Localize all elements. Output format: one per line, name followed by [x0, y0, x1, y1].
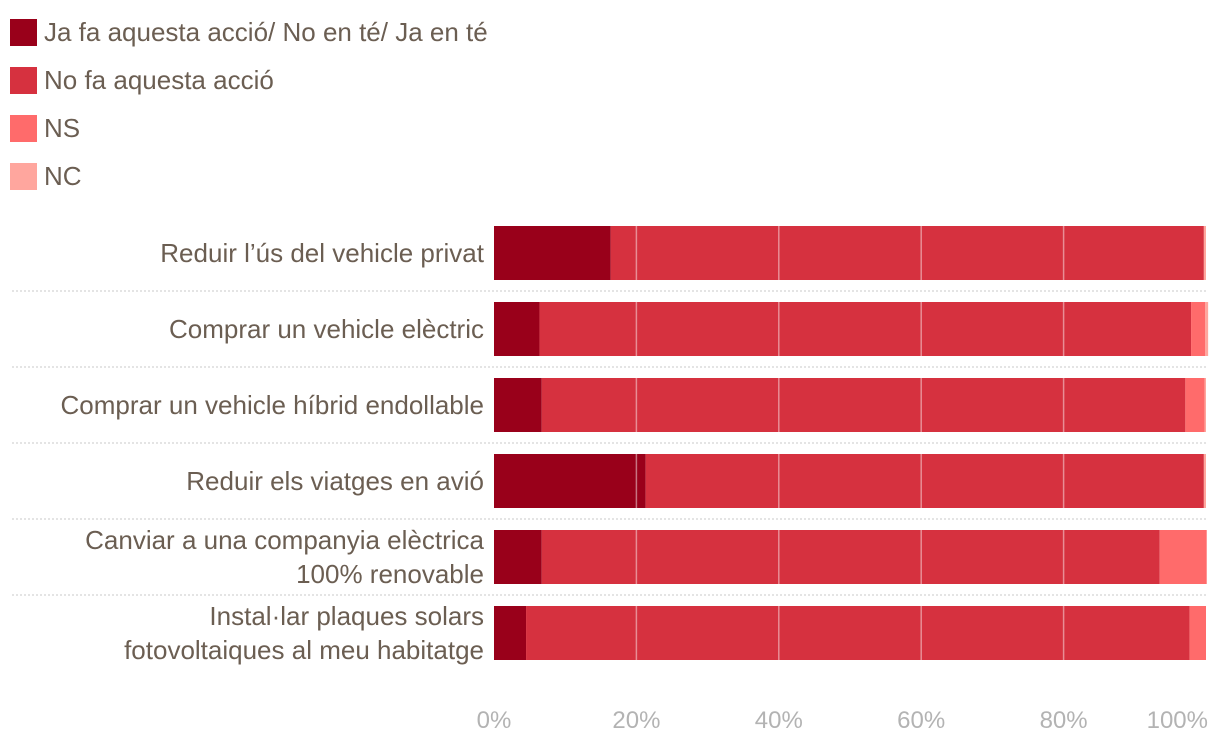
x-tick-label: 80% [1040, 707, 1088, 734]
legend-item: Ja fa aquesta acció/ No en té/ Ja en té [10, 8, 488, 56]
legend-swatch [10, 162, 37, 190]
legend-swatch [10, 18, 37, 46]
bar-segment [494, 606, 527, 660]
category-label: Reduir l’ús del vehicle privat [160, 238, 484, 268]
bar-segment [1203, 226, 1206, 280]
bar-segment [494, 530, 542, 584]
category-label: Reduir els viatges en avió [186, 466, 484, 496]
bar-segment [645, 454, 1204, 508]
bar-segment [1185, 378, 1205, 432]
legend-swatch [10, 66, 37, 94]
bar-segment [1189, 606, 1206, 660]
bar-segment [494, 226, 611, 280]
bar-segment [539, 302, 1192, 356]
legend-item: No fa aquesta acció [10, 56, 488, 104]
x-tick-label: 60% [897, 707, 945, 734]
bar-segment [1203, 454, 1206, 508]
bar-segment [1204, 378, 1206, 432]
legend-swatch [10, 114, 37, 142]
legend-label: No fa aquesta acció [44, 64, 274, 95]
x-tick-label: 40% [755, 707, 803, 734]
bar-segment [494, 302, 540, 356]
legend-item: NC [10, 152, 488, 200]
category-label: fotovoltaiques al meu habitatge [124, 635, 484, 665]
legend-item: NS [10, 104, 488, 152]
bar-segment [494, 454, 646, 508]
category-label: Comprar un vehicle híbrid endollable [61, 390, 484, 420]
category-label: Instal·lar plaques solars [209, 601, 484, 631]
category-label: Comprar un vehicle elèctric [169, 314, 484, 344]
category-label: Canviar a una companyia elèctrica [85, 525, 484, 555]
x-tick-label: 100% [1147, 707, 1208, 734]
x-tick-label: 0% [477, 707, 512, 734]
category-label: 100% renovable [296, 559, 484, 589]
bar-segment [1191, 302, 1206, 356]
bar-segment [526, 606, 1190, 660]
legend: Ja fa aquesta acció/ No en té/ Ja en té N… [10, 8, 488, 200]
legend-label: NC [44, 160, 82, 191]
bar-segment [610, 226, 1204, 280]
bar-segment [494, 378, 542, 432]
bar-segment [541, 378, 1186, 432]
bar-segment [1159, 530, 1207, 584]
legend-label: Ja fa aquesta acció/ No en té/ Ja en té [44, 16, 488, 47]
x-tick-label: 20% [612, 707, 660, 734]
legend-label: NS [44, 112, 81, 143]
bar-segment [1205, 302, 1209, 356]
bar-segment [541, 530, 1160, 584]
